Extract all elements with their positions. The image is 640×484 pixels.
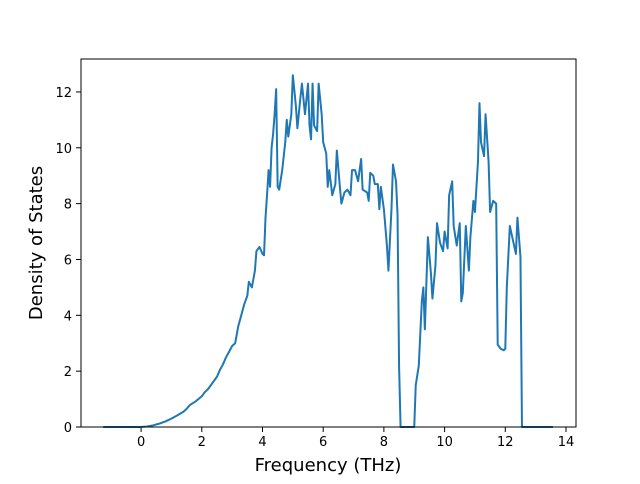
x-tick-label: 14 bbox=[558, 435, 575, 450]
y-tick-label: 4 bbox=[64, 309, 72, 324]
y-tick-label: 2 bbox=[64, 365, 72, 380]
y-axis-label: Density of States bbox=[26, 166, 47, 320]
y-tick-label: 0 bbox=[64, 421, 72, 436]
x-tick-label: 2 bbox=[198, 435, 206, 450]
y-tick-label: 10 bbox=[55, 142, 72, 157]
x-axis-label: Frequency (THz) bbox=[255, 455, 402, 476]
plot-frame bbox=[80, 58, 577, 428]
y-tick-label: 12 bbox=[55, 86, 72, 101]
x-tick-label: 4 bbox=[258, 435, 266, 450]
line bbox=[103, 74, 553, 428]
x-tick-label: 6 bbox=[319, 435, 327, 450]
x-tick-label: 8 bbox=[380, 435, 388, 450]
y-tick-label: 6 bbox=[64, 253, 72, 268]
y-tick-label: 8 bbox=[64, 198, 72, 213]
x-tick-label: 10 bbox=[436, 435, 453, 450]
x-tick-label: 0 bbox=[137, 435, 145, 450]
x-tick-label: 12 bbox=[497, 435, 514, 450]
